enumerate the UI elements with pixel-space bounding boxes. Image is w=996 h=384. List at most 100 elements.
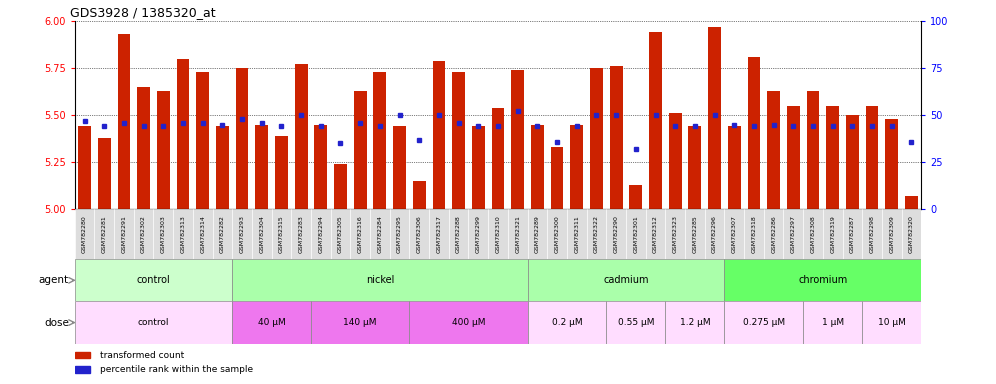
Bar	[291, 209, 311, 259]
Bar	[748, 57, 760, 209]
Bar	[528, 259, 724, 301]
Text: GSM782293: GSM782293	[240, 215, 245, 253]
Bar	[354, 91, 367, 209]
Bar	[232, 209, 252, 259]
Text: nickel: nickel	[366, 275, 394, 285]
Bar	[531, 124, 544, 209]
Bar	[371, 209, 389, 259]
Text: GSM782307: GSM782307	[732, 215, 737, 253]
Bar	[157, 91, 169, 209]
Bar	[98, 138, 111, 209]
Bar	[610, 66, 622, 209]
Bar	[803, 301, 863, 344]
Bar	[587, 209, 607, 259]
Bar	[744, 209, 764, 259]
Bar	[551, 147, 564, 209]
Text: control: control	[137, 318, 169, 327]
Bar	[807, 91, 820, 209]
Text: GSM782291: GSM782291	[122, 215, 126, 253]
Text: GSM782323: GSM782323	[672, 215, 677, 253]
Bar	[508, 209, 528, 259]
Bar	[863, 301, 921, 344]
Text: GSM782298: GSM782298	[870, 215, 874, 253]
Text: GSM782297: GSM782297	[791, 215, 796, 253]
Bar	[590, 68, 603, 209]
Bar	[843, 209, 863, 259]
Text: GSM782303: GSM782303	[160, 215, 165, 253]
Bar	[212, 209, 232, 259]
Bar	[133, 209, 153, 259]
Text: 400 μM: 400 μM	[452, 318, 485, 327]
Text: GSM782295: GSM782295	[397, 215, 402, 253]
Text: GSM782280: GSM782280	[82, 215, 87, 253]
Text: GSM782302: GSM782302	[141, 215, 146, 253]
Bar	[393, 126, 406, 209]
Text: GSM782282: GSM782282	[220, 215, 225, 253]
Bar	[528, 301, 607, 344]
Bar	[708, 27, 721, 209]
Bar	[78, 126, 91, 209]
Bar	[334, 164, 347, 209]
Bar	[665, 301, 724, 344]
Bar	[668, 113, 681, 209]
Bar	[901, 209, 921, 259]
Text: 140 μM: 140 μM	[344, 318, 376, 327]
Text: GSM782300: GSM782300	[555, 215, 560, 253]
Bar	[232, 301, 311, 344]
Bar	[153, 209, 173, 259]
Text: GSM782310: GSM782310	[495, 215, 501, 253]
Bar	[351, 209, 371, 259]
Text: GSM782281: GSM782281	[102, 215, 107, 253]
Text: GSM782288: GSM782288	[456, 215, 461, 253]
Bar	[272, 209, 291, 259]
Bar	[374, 72, 386, 209]
Bar	[75, 209, 95, 259]
Text: GSM782320: GSM782320	[909, 215, 914, 253]
Bar	[389, 209, 409, 259]
Text: GSM782287: GSM782287	[850, 215, 855, 253]
Bar	[863, 209, 881, 259]
Bar	[547, 209, 567, 259]
Bar	[118, 34, 130, 209]
Bar	[216, 126, 229, 209]
Text: 10 μM: 10 μM	[877, 318, 905, 327]
Bar	[645, 209, 665, 259]
Text: control: control	[136, 275, 170, 285]
Bar	[724, 259, 921, 301]
Bar	[452, 72, 465, 209]
Text: GSM782299: GSM782299	[476, 215, 481, 253]
Text: GSM782317: GSM782317	[436, 215, 441, 253]
Text: GSM782304: GSM782304	[259, 215, 264, 253]
Bar	[528, 209, 547, 259]
Bar	[75, 352, 90, 358]
Bar	[784, 209, 803, 259]
Bar	[823, 209, 843, 259]
Bar	[176, 59, 189, 209]
Bar	[724, 209, 744, 259]
Text: GSM782301: GSM782301	[633, 215, 638, 253]
Bar	[193, 209, 212, 259]
Bar	[429, 209, 449, 259]
Bar	[236, 68, 248, 209]
Bar	[331, 209, 351, 259]
Bar	[95, 209, 115, 259]
Text: GSM782314: GSM782314	[200, 215, 205, 253]
Text: GSM782296: GSM782296	[712, 215, 717, 253]
Bar	[409, 301, 528, 344]
Text: GSM782311: GSM782311	[575, 215, 580, 253]
Bar	[571, 124, 583, 209]
Text: GSM782319: GSM782319	[831, 215, 836, 253]
Bar	[905, 196, 918, 209]
Bar	[866, 106, 878, 209]
Bar	[488, 209, 508, 259]
Bar	[75, 259, 232, 301]
Text: GSM782305: GSM782305	[338, 215, 343, 253]
Bar	[75, 366, 90, 373]
Text: GSM782285: GSM782285	[692, 215, 697, 253]
Text: cadmium: cadmium	[604, 275, 648, 285]
Text: 0.55 μM: 0.55 μM	[618, 318, 654, 327]
Text: GSM782306: GSM782306	[416, 215, 421, 253]
Bar	[629, 185, 642, 209]
Bar	[685, 209, 705, 259]
Bar	[511, 70, 524, 209]
